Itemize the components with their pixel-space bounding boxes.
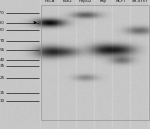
Text: HepG2: HepG2 [79,0,92,3]
Text: 100: 100 [0,28,4,32]
Text: 35: 35 [0,64,4,68]
Text: 130: 130 [0,21,4,25]
Text: MCF7: MCF7 [116,0,127,3]
Text: Raji: Raji [100,0,107,3]
Text: 25: 25 [0,76,4,80]
Text: HELA: HELA [44,0,55,3]
Text: K562: K562 [63,0,72,3]
Text: 55: 55 [0,48,4,52]
Text: 70: 70 [0,39,4,43]
Text: 170: 170 [0,11,4,15]
Text: 10: 10 [0,99,4,103]
Text: 40: 40 [0,58,4,62]
Text: SH-SY5Y: SH-SY5Y [131,0,148,3]
Bar [40,5,148,120]
Text: 15: 15 [0,91,4,95]
